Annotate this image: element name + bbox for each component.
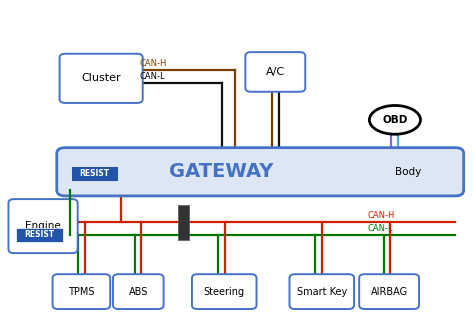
Text: CAN-H: CAN-H xyxy=(139,59,167,68)
Text: AIRBAG: AIRBAG xyxy=(371,287,408,297)
FancyBboxPatch shape xyxy=(246,52,305,92)
Text: CAN-L: CAN-L xyxy=(367,224,392,233)
Ellipse shape xyxy=(369,106,420,134)
FancyBboxPatch shape xyxy=(71,166,118,181)
Text: A/C: A/C xyxy=(266,67,285,77)
Text: Steering: Steering xyxy=(204,287,245,297)
FancyBboxPatch shape xyxy=(53,274,110,309)
Text: RESIST: RESIST xyxy=(79,169,109,178)
Text: Body: Body xyxy=(395,167,422,177)
Text: TPMS: TPMS xyxy=(68,287,95,297)
Text: RESIST: RESIST xyxy=(24,230,55,239)
FancyBboxPatch shape xyxy=(60,54,143,103)
FancyBboxPatch shape xyxy=(113,274,164,309)
Text: Smart Key: Smart Key xyxy=(297,287,347,297)
Text: Cluster: Cluster xyxy=(82,73,121,83)
FancyBboxPatch shape xyxy=(359,274,419,309)
FancyBboxPatch shape xyxy=(290,274,354,309)
Text: GATEWAY: GATEWAY xyxy=(169,162,273,181)
Text: CAN-L: CAN-L xyxy=(139,72,165,81)
Text: ABS: ABS xyxy=(128,287,148,297)
FancyBboxPatch shape xyxy=(57,148,464,196)
FancyBboxPatch shape xyxy=(16,228,63,242)
Text: OBD: OBD xyxy=(382,115,408,125)
FancyBboxPatch shape xyxy=(9,199,78,253)
FancyBboxPatch shape xyxy=(192,274,256,309)
Bar xyxy=(179,204,189,240)
Text: CAN-H: CAN-H xyxy=(367,211,394,220)
Text: Engine: Engine xyxy=(25,221,61,231)
